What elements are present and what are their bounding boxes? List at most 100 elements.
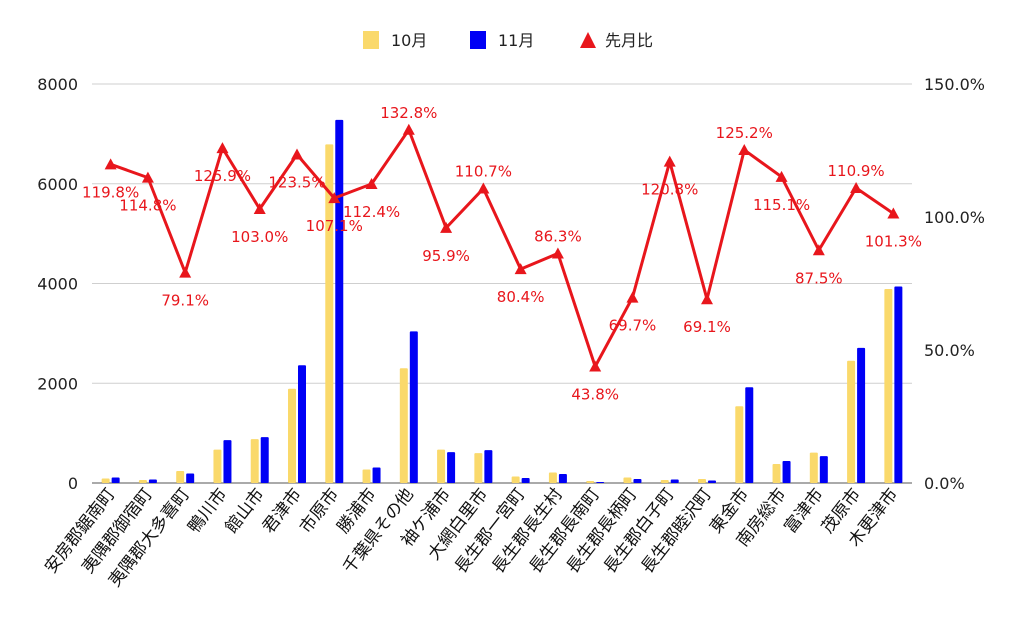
ratio-data-label: 119.8% bbox=[82, 183, 139, 201]
left-axis-tick-label: 6000 bbox=[37, 175, 78, 194]
ratio-marker bbox=[701, 293, 713, 305]
ratio-marker bbox=[887, 207, 900, 219]
ratio-data-label: 110.7% bbox=[455, 163, 512, 181]
ratio-data-label: 87.5% bbox=[795, 269, 843, 287]
right-axis-tick-label: 100.0% bbox=[924, 208, 985, 227]
bar-nov bbox=[782, 461, 791, 483]
ratio-marker bbox=[589, 360, 602, 372]
legend-swatch-ratio-triangle-icon bbox=[580, 32, 596, 48]
category-label: 鴨川市 bbox=[184, 485, 231, 538]
ratio-data-label: 79.1% bbox=[161, 292, 209, 310]
bar-nov bbox=[894, 286, 903, 483]
ratio-marker bbox=[104, 158, 117, 170]
ratio-marker bbox=[812, 244, 825, 256]
category-label: 館山市 bbox=[222, 485, 269, 538]
bar-oct bbox=[884, 288, 893, 483]
legend-label-nov: 11月 bbox=[498, 31, 534, 50]
bar-nov bbox=[857, 347, 866, 483]
bars bbox=[101, 119, 903, 483]
bar-oct bbox=[660, 480, 669, 483]
ratio-data-label: 80.4% bbox=[497, 288, 545, 306]
bar-nov bbox=[633, 479, 642, 483]
right-axis-ticks: 0.0% 50.0% 100.0% 150.0% bbox=[924, 75, 985, 493]
ratio-line-path bbox=[110, 128, 895, 368]
left-axis-tick-label: 4000 bbox=[37, 275, 78, 294]
ratio-marker bbox=[179, 266, 192, 278]
ratio-marker bbox=[850, 182, 863, 194]
bar-oct bbox=[138, 480, 147, 483]
bar-oct bbox=[213, 449, 222, 483]
ratio-data-label: 120.8% bbox=[641, 181, 698, 199]
bar-nov bbox=[409, 331, 418, 483]
category-label: 富津市 bbox=[781, 485, 828, 538]
ratio-marker bbox=[551, 247, 564, 259]
bar-oct bbox=[176, 471, 185, 483]
ratio-line bbox=[104, 123, 900, 372]
legend-label-oct: 10月 bbox=[391, 31, 427, 50]
bar-nov bbox=[484, 450, 493, 483]
ratio-data-label: 95.9% bbox=[422, 247, 470, 265]
ratio-data-label: 86.3% bbox=[534, 227, 582, 245]
bar-nov bbox=[521, 478, 530, 483]
legend: 10月 11月 先月比 bbox=[363, 31, 653, 50]
bar-nov bbox=[447, 452, 456, 483]
ratio-data-label: 103.0% bbox=[231, 228, 288, 246]
ratio-data-label: 125.9% bbox=[194, 167, 251, 185]
legend-swatch-oct bbox=[363, 31, 379, 49]
ratio-data-label: 101.3% bbox=[865, 233, 922, 251]
right-axis-tick-label: 150.0% bbox=[924, 75, 985, 94]
ratio-data-label: 107.1% bbox=[306, 217, 363, 235]
right-axis-tick-label: 50.0% bbox=[924, 341, 975, 360]
ratio-marker bbox=[514, 263, 527, 275]
ratio-data-label: 69.7% bbox=[609, 317, 657, 335]
bar-oct bbox=[399, 368, 408, 483]
ratio-data-label: 112.4% bbox=[343, 203, 400, 221]
bar-nov bbox=[708, 480, 716, 483]
left-axis-tick-label: 2000 bbox=[37, 374, 78, 393]
bar-oct bbox=[847, 360, 856, 483]
ratio-marker bbox=[253, 203, 266, 215]
left-axis-tick-label: 0 bbox=[68, 474, 78, 493]
bar-nov bbox=[298, 365, 306, 483]
ratio-data-label: 69.1% bbox=[683, 318, 731, 336]
bar-oct bbox=[101, 478, 110, 483]
category-labels: 安房郡鋸南町夷隅郡御宿町夷隅郡大多喜町鴨川市館山市君津市市原市勝浦市千葉県その他… bbox=[41, 485, 902, 591]
ratio-marker bbox=[291, 148, 303, 160]
bar-oct bbox=[698, 479, 706, 483]
ratio-data-label: 125.2% bbox=[716, 124, 773, 142]
legend-label-ratio: 先月比 bbox=[605, 31, 653, 50]
bar-oct bbox=[325, 144, 334, 483]
right-axis-tick-label: 0.0% bbox=[924, 474, 965, 493]
bar-oct bbox=[250, 439, 259, 483]
bar-nov bbox=[596, 482, 605, 483]
ratio-data-labels: 119.8%114.8% 79.1% 125.9% 103.0% 123.5% 107.1… bbox=[82, 104, 922, 404]
ratio-data-label: 110.9% bbox=[827, 162, 884, 180]
category-label: 君津市 bbox=[259, 485, 306, 538]
bar-oct bbox=[623, 477, 632, 483]
ratio-marker bbox=[663, 155, 676, 167]
ratio-marker bbox=[216, 142, 229, 154]
left-axis-ticks: 0 2000 4000 6000 8000 bbox=[37, 75, 78, 493]
bar-oct bbox=[548, 472, 557, 483]
ratio-marker bbox=[626, 291, 639, 303]
ratio-marker bbox=[477, 182, 490, 194]
left-axis-tick-label: 8000 bbox=[37, 75, 78, 94]
bar-nov bbox=[558, 474, 567, 483]
ratio-data-label: 132.8% bbox=[380, 104, 437, 122]
bar-nov bbox=[260, 437, 269, 483]
ratio-marker bbox=[775, 170, 788, 182]
bar-nov bbox=[186, 473, 195, 483]
bar-oct bbox=[809, 452, 818, 483]
bar-nov bbox=[670, 479, 679, 483]
bar-nov bbox=[372, 467, 381, 483]
ratio-marker bbox=[402, 123, 415, 135]
bar-oct bbox=[586, 481, 595, 483]
category-label: 市原市 bbox=[296, 485, 343, 538]
bar-nov bbox=[335, 119, 344, 483]
legend-swatch-nov bbox=[470, 31, 486, 49]
bar-nov bbox=[148, 479, 157, 483]
ratio-data-label: 114.8% bbox=[119, 197, 176, 215]
bar-nov bbox=[745, 387, 754, 483]
ratio-marker bbox=[328, 192, 341, 204]
